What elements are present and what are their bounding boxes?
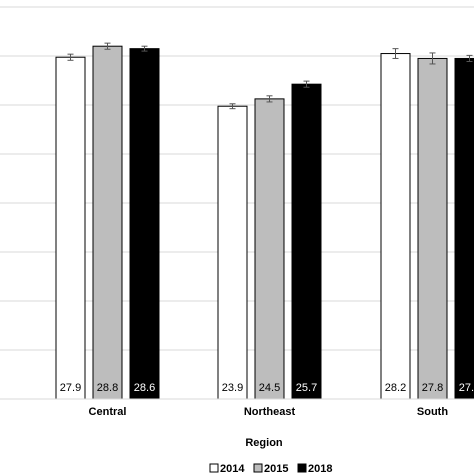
legend-label: 2015	[264, 463, 288, 474]
error-bar	[429, 52, 436, 65]
bar-2018-south	[454, 57, 474, 400]
error-bar	[266, 95, 273, 103]
bar-2015-northeast	[254, 98, 285, 400]
bar-2015-south	[417, 57, 448, 400]
data-label: 27.8	[422, 382, 443, 394]
data-label: 28.6	[134, 382, 155, 394]
category-label: Northeast	[244, 406, 296, 418]
error-bar	[229, 103, 236, 110]
legend-swatch	[297, 463, 307, 473]
data-label: 23.9	[222, 382, 243, 394]
bar-2018-central	[129, 48, 160, 400]
legend-item-2018: 2018	[297, 463, 332, 474]
category-label: South	[417, 406, 448, 418]
legend-swatch	[253, 463, 263, 473]
bar-2018-northeast	[291, 83, 322, 400]
legend-label: 2018	[308, 463, 332, 474]
data-label: 28.2	[385, 382, 406, 394]
legend-item-2015: 2015	[253, 463, 288, 474]
data-label: 25.7	[296, 382, 317, 394]
data-label: 24.5	[259, 382, 280, 394]
bar-2014-south	[380, 53, 411, 400]
data-label: 27.8	[459, 382, 474, 394]
category-label: Central	[89, 406, 127, 418]
error-bar	[141, 45, 148, 52]
error-bar	[67, 53, 74, 61]
bar-2014-central	[55, 56, 86, 400]
error-bar	[466, 54, 473, 63]
error-bar	[392, 48, 399, 59]
legend-item-2014: 2014	[209, 463, 245, 474]
data-label: 27.9	[60, 382, 81, 394]
error-bar	[104, 42, 111, 50]
bars-group: 27.9 28.8 28.6 23.9 24.5 25.7 28.2 27.8 27.8	[55, 42, 474, 400]
data-label: 28.8	[97, 382, 118, 394]
legend: 2014 2015 2018	[209, 463, 332, 474]
bar-2014-northeast	[217, 105, 248, 400]
bar-2015-central	[92, 45, 123, 400]
x-axis-label: Region	[245, 437, 283, 449]
legend-label: 2014	[220, 463, 245, 474]
error-bar	[303, 80, 310, 88]
legend-swatch	[209, 463, 219, 473]
x-axis: Central Northeast South	[0, 398, 474, 418]
